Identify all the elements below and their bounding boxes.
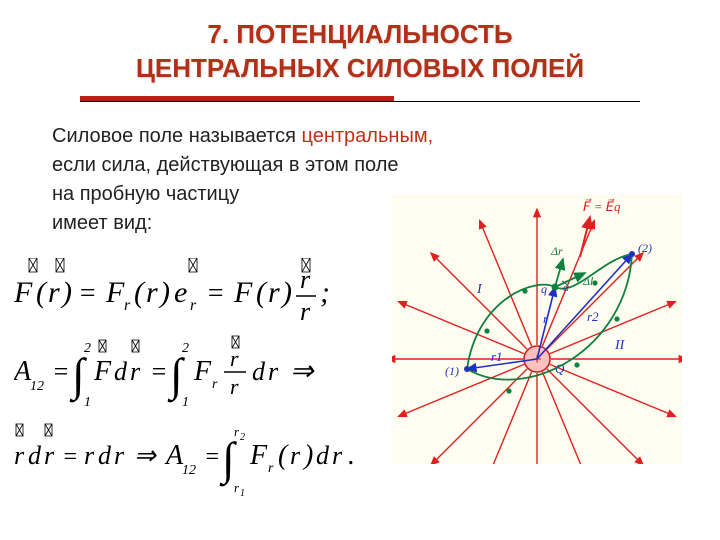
svg-text:(2): (2) [638,241,652,255]
svg-text:2: 2 [240,432,245,443]
title-line1: 7. ПОТЕНЦИАЛЬНОСТЬ [207,19,512,49]
svg-text:): ) [60,276,72,309]
svg-text:d: d [28,441,42,470]
formula-block: F ( r ) = F r ( r ) e r = F ( r ) [14,258,384,506]
svg-text:F: F [14,276,33,309]
svg-text:12: 12 [182,463,196,478]
central-field-diagram: +Q(1)(2)r1r2rΔrΔlqαIIIF⃗ = E⃗q [392,194,682,464]
svg-text:=: = [52,357,70,386]
body-line2: если сила, действующая в этом поле [52,151,720,180]
svg-text:d: d [316,441,330,470]
svg-text:Δr: Δr [550,244,563,258]
svg-text:(: ( [36,276,48,309]
svg-text:II: II [614,338,626,353]
svg-text:1: 1 [84,395,91,410]
svg-text:r: r [230,346,239,371]
svg-text:F: F [233,276,253,309]
svg-text:r: r [268,357,279,386]
svg-text:(1): (1) [445,364,459,378]
svg-text:2: 2 [84,341,91,356]
svg-text:∫: ∫ [219,433,237,487]
svg-text:r: r [114,441,125,470]
svg-text:F: F [105,276,125,309]
body-highlight: центральным, [302,125,434,147]
title-line2: ЦЕНТРАЛЬНЫХ СИЛОВЫХ ПОЛЕЙ [136,53,584,83]
svg-text:e: e [174,276,187,309]
svg-text:1: 1 [182,395,189,410]
svg-text:⇒: ⇒ [290,356,315,387]
svg-text:(: ( [278,440,289,471]
svg-text:.: . [348,440,355,471]
svg-text:r: r [124,297,131,314]
svg-text:r: r [48,276,60,309]
svg-text:2: 2 [182,341,189,356]
svg-text:r1: r1 [491,349,503,364]
slide-title: 7. ПОТЕНЦИАЛЬНОСТЬ ЦЕНТРАЛЬНЫХ СИЛОВЫХ П… [0,0,720,86]
svg-text:=: = [150,357,168,386]
svg-text:=: = [204,444,220,470]
svg-text:(: ( [256,276,268,309]
svg-text:Δl: Δl [582,274,594,288]
svg-text:⇒: ⇒ [134,441,157,470]
svg-text:;: ; [320,276,330,309]
formula-3: r d r = r d r ⇒ A 12 = ∫ r 2 r 1 F r ( [14,420,384,500]
svg-text:12: 12 [30,379,44,394]
formula-1: F ( r ) = F r ( r ) e r = F ( r ) [14,258,384,328]
svg-text:r: r [146,276,158,309]
svg-text:r: r [332,441,343,470]
svg-text:q: q [541,282,547,296]
svg-text:=: = [78,278,97,309]
svg-text:): ) [302,440,313,471]
svg-text:r: r [84,441,95,470]
svg-text:A: A [164,440,184,471]
body-prefix: Силовое поле называется [52,125,302,147]
svg-text:r: r [268,276,280,309]
svg-text:(: ( [134,276,146,309]
svg-text:r: r [300,297,311,326]
svg-text:F⃗ = E⃗q: F⃗ = E⃗q [583,199,621,214]
svg-text:r: r [14,441,25,470]
formula-2: A 12 = ∫ 2 1 F d r = ∫ 2 [14,334,384,414]
svg-text:r: r [130,357,141,386]
svg-text:=: = [62,444,78,470]
svg-text:α: α [563,282,569,294]
svg-text:r: r [230,374,239,399]
svg-text:r: r [190,297,197,314]
svg-text:d: d [252,357,266,386]
svg-text:): ) [158,276,170,309]
svg-text:r: r [212,377,218,392]
svg-text:1: 1 [240,488,245,499]
svg-text:d: d [98,441,112,470]
svg-text:r2: r2 [587,309,599,324]
svg-text:r: r [290,441,301,470]
svg-text:F: F [249,440,268,471]
svg-text:): ) [280,276,292,309]
svg-text:r: r [44,441,55,470]
svg-text:F: F [193,356,212,387]
title-underline [80,96,640,104]
svg-text:r: r [300,265,311,294]
underline-thin [80,101,640,102]
svg-text:=: = [206,278,225,309]
svg-text:d: d [114,357,128,386]
svg-text:r: r [268,461,274,476]
svg-text:F: F [93,356,112,387]
